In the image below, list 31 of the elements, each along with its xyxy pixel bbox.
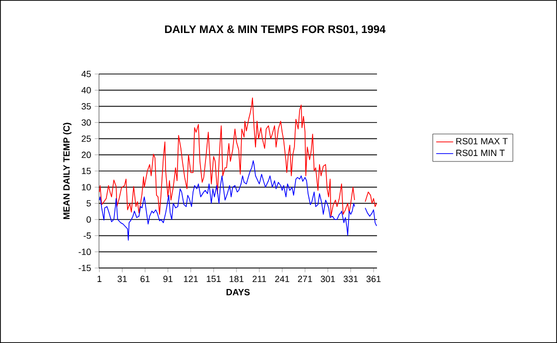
y-tick-label: 40 (81, 86, 91, 94)
x-tick-label: 361 (366, 276, 381, 282)
y-tick-label: 20 (82, 152, 91, 158)
y-tick-label: -10 (78, 248, 91, 256)
y-tick-label: -5 (84, 232, 91, 239)
y-tick-label: 45 (81, 70, 91, 78)
chart-title: DAILY MAX & MIN TEMPS FOR RS01, 1994 (165, 25, 386, 35)
x-tick-label: 31 (118, 276, 127, 282)
x-tick-label: 151 (206, 276, 221, 282)
x-tick-label: 181 (230, 276, 244, 282)
x-tick-label: 91 (163, 276, 172, 282)
y-tick-label: 25 (82, 135, 91, 142)
x-tick-label: 331 (344, 276, 358, 282)
y-tick-label: 15 (82, 168, 91, 174)
y-tick-label: -15 (78, 264, 91, 272)
x-axis-title: DAYS (226, 288, 250, 296)
x-tick-label: 271 (298, 276, 312, 282)
x-tick-label: 1 (98, 276, 102, 282)
x-tick-label: 61 (140, 276, 150, 282)
legend-label: RS01 MAX T (456, 138, 508, 144)
x-tick-label: 211 (252, 276, 266, 282)
x-tick-label: 241 (275, 276, 290, 282)
legend-label: RS01 MIN T (456, 150, 505, 156)
x-tick-label: 301 (320, 276, 335, 282)
x-tick-label: 121 (184, 276, 198, 282)
y-tick-label: 10 (82, 184, 91, 190)
y-tick-label: 35 (82, 103, 91, 110)
y-tick-label: 30 (82, 119, 91, 126)
y-axis-title: MEAN DAILY TEMP (C) (63, 122, 72, 220)
y-tick-label: 5 (86, 200, 91, 206)
y-tick-label: 0 (86, 216, 91, 223)
